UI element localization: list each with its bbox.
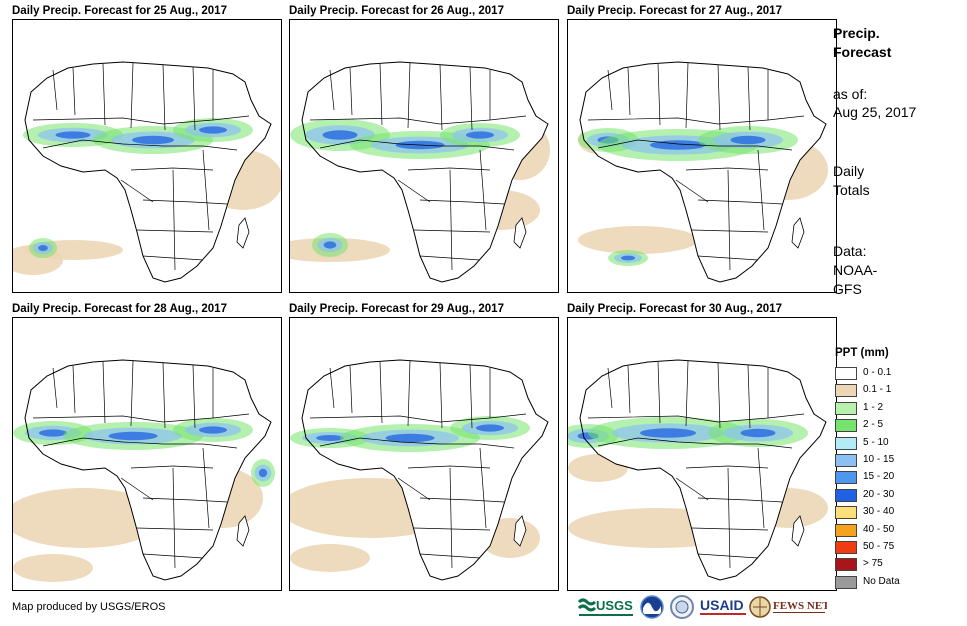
map-credit: Map produced by USGS/EROS: [12, 601, 166, 613]
legend-label: 40 - 50: [863, 523, 895, 535]
legend-swatch: [835, 506, 857, 520]
legend-swatch: [835, 541, 857, 554]
legend-swatch: [835, 523, 857, 537]
africa-map-svg: [290, 61, 550, 283]
sidebar-title-line1: Precip.: [833, 25, 880, 41]
asof-label: as of:: [833, 86, 868, 102]
forecast-panel-28: Daily Precip. Forecast for 28 Aug., 2017: [12, 301, 282, 593]
data-source-line1: Data:: [833, 243, 867, 259]
legend-swatch: [835, 471, 857, 485]
legend-swatch: [835, 436, 857, 450]
panel-title: Daily Precip. Forecast for 30 Aug., 2017: [567, 303, 782, 315]
legend-swatch: [835, 558, 857, 572]
agency-logos: USGS USAID FEWS NET: [577, 594, 830, 620]
legend-swatch: [835, 367, 857, 380]
forecast-panel-27: Daily Precip. Forecast for 27 Aug., 2017: [567, 3, 837, 295]
noaa-logo: [639, 594, 665, 620]
legend-swatch: [835, 488, 857, 502]
legend-label: 20 - 30: [863, 488, 895, 500]
forecast-panel-25: Daily Precip. Forecast for 25 Aug., 2017: [12, 3, 282, 295]
precip-map: [289, 317, 559, 591]
africa-map-svg: [290, 359, 549, 581]
data-source-line2: NOAA-: [833, 262, 878, 278]
africa-map-svg: [13, 61, 281, 283]
legend-label: 0 - 0.1: [863, 367, 892, 378]
forecast-panel-30: Daily Precip. Forecast for 30 Aug., 2017: [567, 301, 837, 593]
legend-label: > 75: [863, 558, 883, 570]
forecast-panel-26: Daily Precip. Forecast for 26 Aug., 2017: [289, 3, 559, 295]
svg-text:FEWS NET: FEWS NET: [773, 600, 827, 612]
africa-map-svg: [13, 359, 275, 582]
legend-label: 1 - 2: [863, 401, 884, 413]
usgs-logo: USGS: [577, 594, 635, 620]
forecast-panel-29: Daily Precip. Forecast for 29 Aug., 2017: [289, 301, 559, 593]
legend-label: 2 - 5: [863, 419, 884, 431]
legend-swatch: [835, 575, 857, 589]
panel-title: Daily Precip. Forecast for 28 Aug., 2017: [12, 303, 227, 315]
africa-map-svg: [568, 359, 828, 581]
panel-title: Daily Precip. Forecast for 27 Aug., 2017: [567, 5, 782, 17]
usaid-logo: USAID: [699, 594, 749, 620]
svg-text:USGS: USGS: [596, 598, 633, 613]
panel-title: Daily Precip. Forecast for 26 Aug., 2017: [289, 5, 504, 17]
precip-map: [289, 19, 559, 293]
precip-map: [567, 19, 837, 293]
legend-swatch: [835, 419, 857, 433]
data-source-line3: GFS: [833, 281, 862, 297]
legend-label: 10 - 15: [863, 454, 895, 465]
legend-label: No Data: [863, 575, 900, 587]
seal-logo: [669, 594, 695, 620]
legend-title: PPT (mm): [835, 347, 889, 359]
panel-title: Daily Precip. Forecast for 25 Aug., 2017: [12, 5, 227, 17]
svg-text:USAID: USAID: [700, 597, 744, 613]
legend-swatch: [835, 401, 857, 415]
legend-label: 50 - 75: [863, 541, 895, 552]
legend-label: 0.1 - 1: [863, 384, 892, 396]
legend-swatch: [835, 384, 857, 398]
precip-map: [12, 19, 282, 293]
precip-map: [12, 317, 282, 591]
asof-date: Aug 25, 2017: [833, 104, 917, 120]
panel-title: Daily Precip. Forecast for 29 Aug., 2017: [289, 303, 504, 315]
legend-label: 30 - 40: [863, 506, 895, 518]
fews-net-logo: FEWS NET: [749, 594, 830, 620]
legend-label: 15 - 20: [863, 471, 895, 483]
precip-map: [567, 317, 837, 591]
africa-map-svg: [578, 61, 828, 283]
totals-line2: Totals: [833, 182, 870, 198]
sidebar-title-line2: Forecast: [833, 44, 892, 60]
totals-line1: Daily: [833, 163, 865, 179]
legend-swatch: [835, 454, 857, 467]
legend-label: 5 - 10: [863, 436, 889, 448]
